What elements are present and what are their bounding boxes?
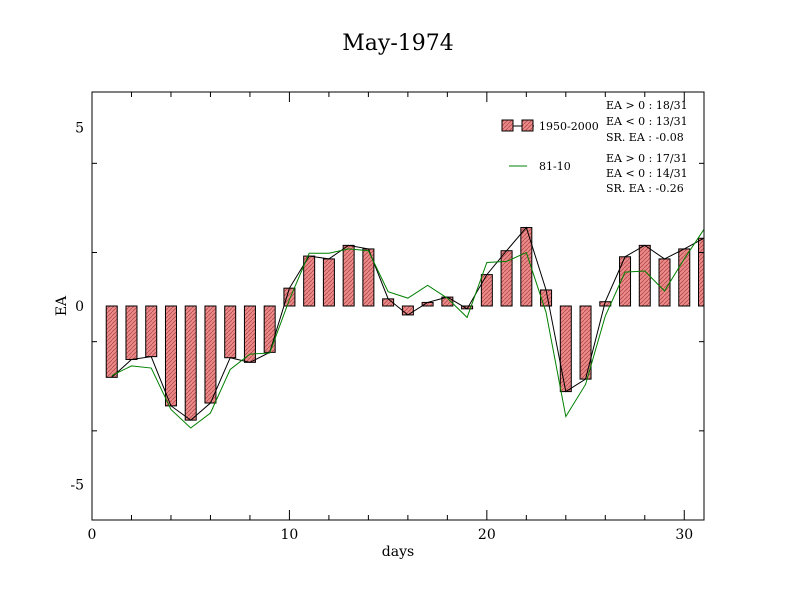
y-axis-label: EA: [54, 295, 70, 316]
bar-day-31: [698, 237, 705, 307]
bar-day-13: [342, 244, 355, 307]
plot-frame: [91, 91, 705, 521]
lines-layer: [111, 226, 705, 429]
stats-g1-line2: EA < 0 : 13/31: [606, 115, 688, 128]
bar-day-16: [401, 305, 414, 316]
bar-day-25: [579, 305, 592, 380]
x-tick-label-20: 20: [478, 527, 496, 543]
bars-layer: [105, 227, 705, 421]
stats-g2-line2: EA < 0 : 14/31: [606, 167, 688, 180]
series-line-1950-2000: [111, 226, 705, 421]
bar-day-5: [184, 305, 197, 421]
y-tick-label-5: 5: [75, 121, 84, 137]
bar-day-11: [303, 255, 316, 307]
legend-bar-swatch-left: [501, 119, 514, 132]
bar-day-28: [638, 244, 651, 307]
legend: 1950-2000 81-10 EA > 0 : 18/31 EA < 0 : …: [501, 99, 688, 195]
bar-day-4: [164, 305, 177, 407]
x-tick-label-10: 10: [281, 527, 299, 543]
bar-day-12: [322, 258, 335, 307]
bar-day-21: [500, 250, 513, 307]
chart-title: May-1974: [342, 31, 454, 56]
bar-day-7: [224, 305, 237, 359]
bar-day-6: [204, 305, 217, 404]
bar-day-3: [145, 305, 158, 358]
bar-day-2: [125, 305, 138, 360]
y-tick-label-0: 0: [75, 299, 84, 315]
bar-day-29: [658, 258, 671, 307]
y-tick-label--5: -5: [70, 477, 84, 493]
bar-day-30: [678, 248, 691, 307]
x-tick-label-0: 0: [88, 527, 97, 543]
x-tick-label-30: 30: [675, 527, 693, 543]
stats-g2-line3: SR. EA : -0.26: [606, 182, 684, 195]
series-line-81-10: [111, 229, 705, 429]
ticks-layer: 0 10 20 30 -5 0 5: [70, 92, 704, 543]
bar-day-24: [559, 305, 572, 393]
bar-day-9: [263, 305, 276, 353]
legend-label-1950-2000: 1950-2000: [539, 120, 599, 133]
bar-day-20: [480, 274, 493, 307]
stats-g1-line3: SR. EA : -0.08: [606, 131, 684, 144]
x-axis-label: days: [382, 544, 414, 560]
legend-bar-swatch-right: [521, 119, 534, 132]
bar-day-1: [105, 305, 118, 378]
stats-g2-line1: EA > 0 : 17/31: [606, 152, 688, 165]
stats-g1-line1: EA > 0 : 18/31: [606, 99, 688, 112]
legend-label-81-10: 81-10: [539, 160, 571, 173]
